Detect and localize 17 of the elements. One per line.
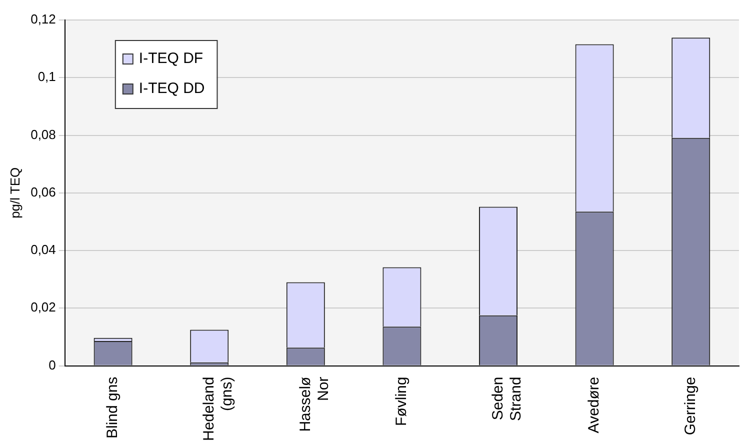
x-tick-label: Seden Strand <box>489 376 524 421</box>
y-axis-title: pg/l TEQ <box>7 167 22 218</box>
legend-label: I-TEQ DF <box>138 50 204 68</box>
y-tick-label: 0,06 <box>30 184 56 200</box>
y-tick-label: 0 <box>48 357 56 372</box>
y-tick-label: 0,08 <box>30 126 56 142</box>
y-tick-label: 0,02 <box>30 300 56 315</box>
x-tick-label: Hedeland (gns) <box>200 376 236 441</box>
x-tick-label: Avedøre <box>586 376 603 434</box>
y-tick-label: 0,12 <box>30 12 56 27</box>
x-tick-label: Hasselø Nor <box>296 376 332 432</box>
legend-label: I-TEQ DD <box>138 80 205 98</box>
x-tick-label: Føvling <box>393 376 410 426</box>
x-tick-label: Blind gns <box>104 376 122 438</box>
x-tick-label: Gerringe <box>682 376 699 436</box>
y-tick-label: 0,04 <box>30 242 56 258</box>
y-tick-label: 0,1 <box>38 69 56 84</box>
